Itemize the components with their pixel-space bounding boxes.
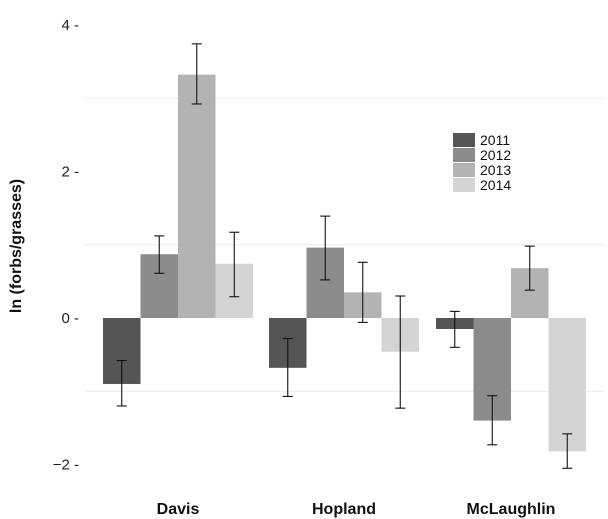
error-bar-2013-hopland xyxy=(357,261,368,323)
y-tick-label: 4 - xyxy=(61,17,79,34)
x-axis-category-labels: Davis Hopland McLaughlin xyxy=(157,501,556,518)
legend-item: 2014 xyxy=(453,177,511,193)
legend-swatch xyxy=(453,148,475,162)
error-bar-2012-hopland xyxy=(320,215,331,281)
y-axis-ticks: −2 - 0 - 2 - 4 - xyxy=(53,17,79,474)
x-category-label: Hopland xyxy=(312,501,376,518)
x-category-label: McLaughlin xyxy=(467,501,556,518)
error-bar-2011-hopland xyxy=(282,337,293,397)
legend-label: 2013 xyxy=(480,162,511,178)
error-bar-2011-davis xyxy=(116,359,127,407)
bar-2013-davis xyxy=(178,74,216,318)
y-tick-label: −2 - xyxy=(53,457,79,474)
gridline-layer xyxy=(85,97,604,392)
legend-swatch xyxy=(453,163,475,177)
legend-item: 2012 xyxy=(453,147,511,163)
error-bar-2013-mclaughlin xyxy=(524,245,535,291)
error-bar-2014-hopland xyxy=(395,295,406,409)
legend-label: 2014 xyxy=(480,177,511,193)
y-axis-title: ln (forbs/grasses) xyxy=(8,179,25,313)
error-bar-2012-mclaughlin xyxy=(487,395,498,446)
error-bar-2011-mclaughlin xyxy=(449,310,460,348)
legend-label: 2012 xyxy=(480,147,511,163)
legend-item: 2013 xyxy=(453,162,511,178)
error-bar-2014-mclaughlin xyxy=(562,433,573,469)
bars-layer xyxy=(103,74,586,452)
legend-swatch xyxy=(453,178,475,192)
legend-swatch xyxy=(453,133,475,147)
legend-label: 2011 xyxy=(480,132,510,148)
error-bar-2014-davis xyxy=(229,231,240,298)
error-bars-layer xyxy=(116,43,573,469)
bar-2014-mclaughlin xyxy=(548,318,586,452)
y-tick-label: 0 - xyxy=(61,310,79,327)
x-category-label: Davis xyxy=(157,501,200,518)
y-tick-label: 2 - xyxy=(61,163,79,180)
error-bar-2013-davis xyxy=(191,43,202,105)
legend-item: 2011 xyxy=(453,132,510,148)
error-bar-2012-davis xyxy=(154,235,165,274)
